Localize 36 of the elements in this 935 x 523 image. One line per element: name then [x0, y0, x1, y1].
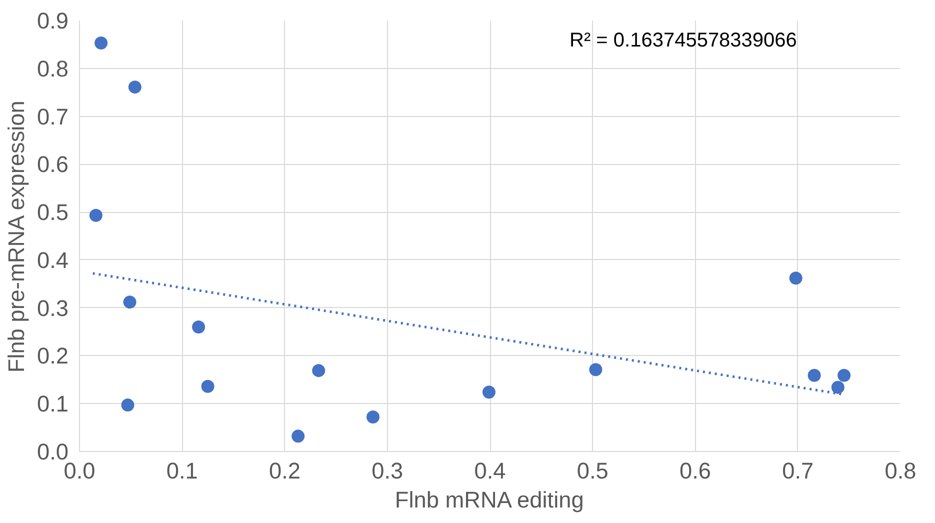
- x-tick-label: 0.8: [884, 458, 916, 484]
- y-tick-label: 0.3: [37, 294, 69, 321]
- point: [831, 380, 844, 394]
- point: [94, 36, 108, 50]
- y-tick-label: 0.9: [37, 8, 69, 34]
- x-tick-label: 0.3: [372, 458, 404, 484]
- point: [89, 208, 102, 222]
- point: [366, 410, 380, 424]
- point: [192, 320, 206, 334]
- y-axis-title: Flnb pre-mRNA expression: [3, 100, 30, 373]
- y-tick-label: 0.5: [37, 199, 69, 226]
- point: [808, 368, 821, 382]
- y-tick-label: 0.7: [37, 103, 69, 130]
- y-tick-label: 0.4: [37, 246, 69, 273]
- point: [312, 364, 326, 378]
- x-tick-label: 0.2: [269, 458, 300, 484]
- y-tick-label: 0.8: [37, 55, 69, 82]
- x-tick-label: 0.5: [576, 458, 608, 484]
- point: [201, 380, 214, 393]
- point: [121, 398, 134, 412]
- point: [838, 368, 851, 382]
- x-tick-label: 0.7: [782, 458, 814, 484]
- y-tick-label: 0.1: [37, 390, 69, 417]
- x-tick-label: 0.1: [166, 458, 198, 484]
- annotation: R² = 0.163745578339066: [570, 30, 797, 52]
- x-tick-label: 0.6: [680, 458, 711, 484]
- point: [123, 296, 136, 309]
- x-tick-label: 0.4: [474, 458, 506, 484]
- x-axis-title: Flnb mRNA editing: [394, 486, 584, 512]
- point: [789, 272, 802, 285]
- point: [589, 363, 602, 376]
- point: [292, 430, 305, 443]
- point: [128, 80, 142, 94]
- y-tick-label: 0.2: [37, 342, 69, 369]
- y-tick-label: 0.6: [37, 151, 69, 178]
- point: [482, 386, 496, 399]
